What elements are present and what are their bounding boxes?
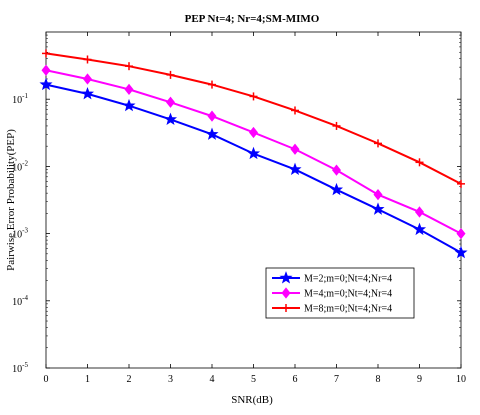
data-point-diamond — [373, 188, 383, 201]
y-tick-exponent: -5 — [22, 361, 28, 369]
x-tick-label: 4 — [210, 374, 215, 385]
data-point-plus — [125, 62, 133, 71]
data-point-diamond — [331, 164, 342, 176]
y-tick-base: 10 — [12, 95, 22, 106]
data-point-diamond — [414, 206, 425, 218]
y-tick-base: 10 — [12, 364, 22, 375]
x-tick-label: 2 — [127, 374, 132, 385]
data-point-plus — [83, 55, 92, 64]
data-point-star — [246, 146, 261, 160]
legend-label: M=4;m=0;Nt=4;Nr=4 — [304, 289, 392, 300]
data-point-star — [371, 202, 385, 215]
legend-label: M=2;m=0;Nt=4;Nr=4 — [304, 274, 392, 285]
data-point-diamond — [124, 83, 134, 96]
data-point-plus — [166, 70, 175, 79]
data-point-star — [39, 77, 53, 91]
x-tick-label: 1 — [85, 374, 90, 385]
legend-entry: M=2;m=0;Nt=4;Nr=4 — [272, 271, 392, 285]
data-point-plus — [291, 106, 299, 115]
x-tick-label: 10 — [456, 374, 466, 385]
x-tick-label: 7 — [334, 374, 339, 385]
data-point-diamond — [290, 143, 300, 155]
y-tick-label: 10-1 — [12, 92, 28, 106]
data-point-plus — [415, 158, 424, 167]
data-point-diamond — [82, 73, 93, 85]
plot-area: 0 1 2 3 4 5 6 7 8 9 1010-110-210-310-410-5M=2;m=0;… — [12, 31, 468, 385]
y-tick-exponent: -2 — [22, 159, 28, 167]
x-tick-label: 0 — [44, 374, 49, 385]
legend: M=2;m=0;Nt=4;Nr=4 M=4;m=0;Nt=4;Nr=4 M=8;m=… — [265, 267, 415, 319]
x-tick-label: 6 — [293, 374, 298, 385]
data-point-diamond — [41, 64, 51, 76]
data-point-plus — [249, 92, 258, 101]
data-point-star — [122, 98, 136, 112]
data-point-star — [454, 245, 468, 259]
y-tick-exponent: -3 — [22, 227, 28, 235]
x-tick-label: 3 — [168, 374, 173, 385]
data-point-star — [412, 222, 427, 236]
legend-entry: M=8;m=0;Nt=4;Nr=4 — [272, 304, 392, 315]
x-tick-label: 5 — [251, 374, 256, 385]
legend-marker — [279, 271, 293, 284]
y-tick-base: 10 — [12, 297, 22, 308]
x-tick-label: 8 — [376, 374, 381, 385]
data-point-plus — [332, 121, 341, 130]
x-axis-label: SNR(dB) — [231, 394, 273, 406]
x-tick-label: 9 — [417, 374, 422, 385]
y-tick-label: 10-2 — [12, 159, 28, 173]
chart-title: PEP Nt=4; Nr=4;SM-MIMO — [185, 13, 320, 25]
y-axis-label: Pairwise Error Probability(PEP) — [5, 129, 17, 271]
y-tick-label: 10-4 — [12, 294, 28, 308]
data-point-diamond — [207, 110, 217, 122]
data-point-star — [329, 182, 344, 196]
data-point-plus — [208, 80, 216, 89]
data-point-plus — [42, 49, 50, 58]
legend-label: M=8;m=0;Nt=4;Nr=4 — [304, 304, 392, 315]
series-3 — [42, 49, 465, 188]
y-tick-base: 10 — [12, 162, 22, 173]
series-2 — [41, 64, 466, 240]
y-tick-label: 10-3 — [12, 227, 28, 241]
data-point-diamond — [456, 227, 466, 240]
data-point-star — [288, 162, 302, 176]
legend-entry: M=4;m=0;Nt=4;Nr=4 — [272, 287, 392, 300]
data-point-star — [80, 87, 95, 100]
legend-marker — [281, 287, 291, 299]
y-tick-label: 10-5 — [12, 361, 28, 375]
data-point-star — [205, 127, 219, 140]
data-point-plus — [457, 179, 465, 188]
y-tick-exponent: -1 — [22, 92, 28, 100]
data-point-diamond — [165, 96, 176, 108]
data-point-plus — [374, 139, 382, 148]
y-tick-exponent: -4 — [22, 294, 28, 302]
data-point-star — [163, 112, 178, 125]
data-point-diamond — [248, 126, 259, 139]
series-1 — [39, 77, 468, 259]
legend-marker — [282, 304, 290, 312]
y-tick-base: 10 — [12, 230, 22, 241]
